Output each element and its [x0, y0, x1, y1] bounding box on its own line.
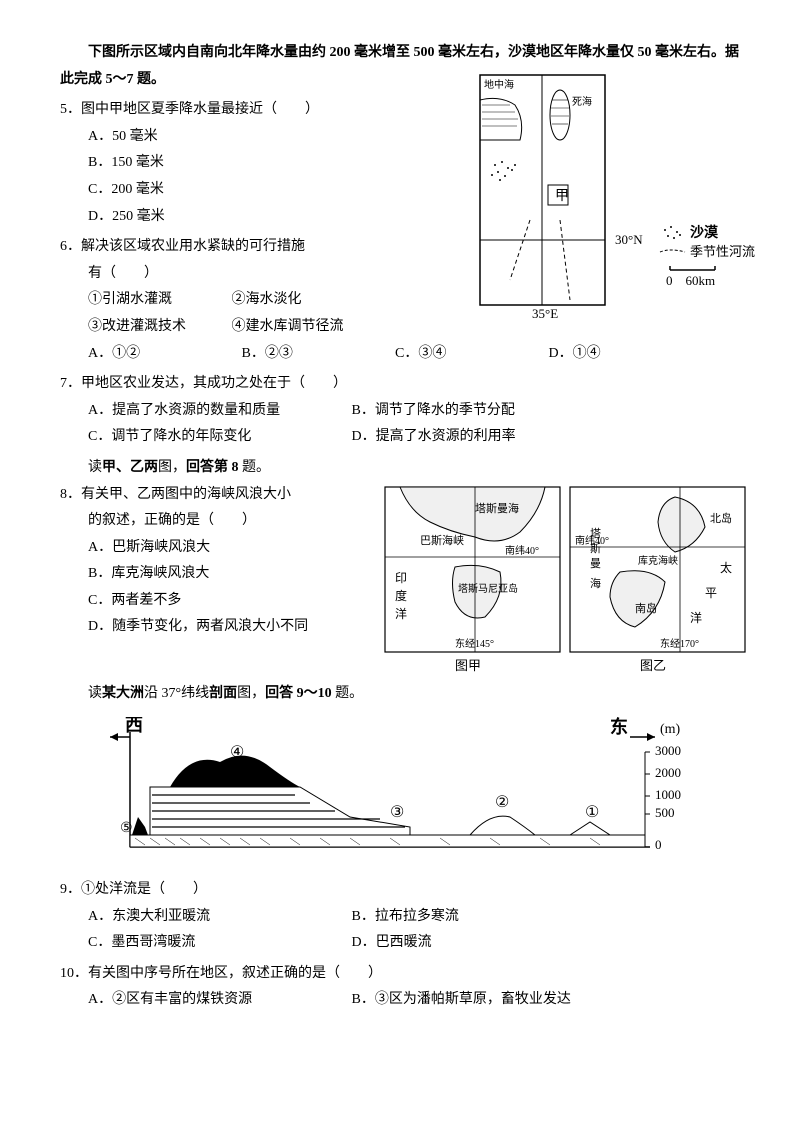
- map2-cook: 库克海峡: [638, 554, 678, 567]
- profile-3: ③: [390, 804, 404, 821]
- profile-4: ④: [230, 744, 244, 761]
- svg-text:500: 500: [655, 805, 675, 820]
- map1-lat: 30°N: [615, 232, 643, 247]
- svg-text:太: 太: [720, 560, 732, 575]
- q6-item1: ①引湖水灌溉: [88, 287, 228, 314]
- svg-text:塔: 塔: [590, 527, 601, 540]
- q7-opt-b[interactable]: B．调节了降水的季节分配: [352, 398, 612, 425]
- profile-unit: (m): [660, 722, 681, 737]
- q6-opt-d[interactable]: D．①④: [549, 341, 699, 368]
- svg-text:洋: 洋: [690, 610, 702, 625]
- map2-lat40a: 南纬40°: [505, 544, 539, 557]
- profile-2: ②: [495, 794, 509, 811]
- q6-opt-c[interactable]: C．③④: [395, 341, 545, 368]
- q7-opt-c[interactable]: C．调节了降水的年际变化: [88, 424, 348, 451]
- q6-opt-b[interactable]: B．②③: [242, 341, 392, 368]
- map1-legend1: 沙漠: [690, 224, 719, 241]
- figure-profile: 西 东 (m) 3000 2000 1000 500 0: [90, 717, 740, 867]
- map2-caption-b: 图乙: [640, 658, 666, 673]
- svg-text:度: 度: [395, 588, 407, 603]
- q9-opt-d[interactable]: D．巴西暖流: [352, 930, 612, 957]
- svg-text:1000: 1000: [655, 787, 681, 802]
- map2-north: 北岛: [710, 511, 732, 525]
- q9-opt-a[interactable]: A．东澳大利亚暖流: [88, 904, 348, 931]
- map2-south: 南岛: [635, 601, 657, 615]
- q10-opt-a[interactable]: A．②区有丰富的煤铁资源: [88, 987, 348, 1014]
- figure-map2: 塔斯曼海 巴斯海峡 南纬40° 塔斯马尼亚岛 印 度 洋 东经145° 图甲 北…: [380, 482, 750, 677]
- svg-text:3000: 3000: [655, 743, 681, 758]
- q6-item3: ③改进灌溉技术: [88, 314, 228, 341]
- svg-text:2000: 2000: [655, 765, 681, 780]
- svg-text:海: 海: [590, 576, 601, 590]
- profile-east: 东: [610, 717, 628, 737]
- map2-lon145: 东经145°: [455, 637, 494, 650]
- intro-q8: 读甲、乙两图，回答第 8 题。: [60, 455, 740, 482]
- section-q8: 塔斯曼海 巴斯海峡 南纬40° 塔斯马尼亚岛 印 度 洋 东经145° 图甲 北…: [60, 482, 740, 677]
- map1-legend2: 季节性河流: [690, 244, 755, 259]
- svg-text:斯: 斯: [590, 542, 601, 555]
- q9-opt-c[interactable]: C．墨西哥湾暖流: [88, 930, 348, 957]
- map1-med: 地中海: [484, 78, 514, 91]
- profile-1: ①: [585, 804, 599, 821]
- question-7: 7．甲地区农业发达，其成功之处在于（ ） A．提高了水资源的数量和质量 B．调节…: [60, 371, 740, 451]
- map2-bass: 巴斯海峡: [420, 533, 464, 547]
- q6-opt-a[interactable]: A．①②: [88, 341, 238, 368]
- section-q5-7: 地中海 死海 甲 30°N: [60, 40, 740, 367]
- map1-jia: 甲: [555, 189, 569, 204]
- q7-opt-a[interactable]: A．提高了水资源的数量和质量: [88, 398, 348, 425]
- profile-west: 西: [125, 717, 143, 735]
- q7-opt-d[interactable]: D．提高了水资源的利用率: [352, 424, 612, 451]
- svg-text:洋: 洋: [395, 606, 407, 621]
- q6-item2: ②海水淡化: [232, 287, 372, 314]
- q6-item4: ④建水库调节径流: [232, 314, 372, 341]
- map2-tasman: 塔斯曼海: [475, 501, 519, 515]
- figure-map1: 地中海 死海 甲 30°N: [470, 70, 770, 320]
- question-10: 10．有关图中序号所在地区，叙述正确的是（ ） A．②区有丰富的煤铁资源 B．③…: [60, 961, 740, 1014]
- profile-5: ⑤: [120, 821, 133, 836]
- map1-lon: 35°E: [532, 306, 558, 320]
- intro-q9-10: 读某大洲沿 37°纬线剖面图，回答 9～10 题。: [60, 681, 740, 708]
- q9-stem: 9．①处洋流是（ ）: [60, 877, 740, 904]
- q10-opt-b[interactable]: B．③区为潘帕斯草原，畜牧业发达: [352, 987, 612, 1014]
- svg-text:曼: 曼: [590, 557, 601, 570]
- q10-stem: 10．有关图中序号所在地区，叙述正确的是（ ）: [60, 961, 740, 988]
- svg-text:0: 0: [655, 837, 662, 852]
- svg-text:平: 平: [705, 586, 717, 600]
- map1-sea2: 死海: [572, 95, 592, 108]
- map2-indian-1: 印: [395, 571, 407, 585]
- map1-scale: 0 60km: [666, 273, 715, 288]
- q7-stem: 7．甲地区农业发达，其成功之处在于（ ）: [60, 371, 740, 398]
- q9-opt-b[interactable]: B．拉布拉多寒流: [352, 904, 612, 931]
- question-9: 9．①处洋流是（ ） A．东澳大利亚暖流 B．拉布拉多寒流 C．墨西哥湾暖流 D…: [60, 877, 740, 957]
- map2-tasmania: 塔斯马尼亚岛: [458, 582, 518, 595]
- map2-caption-a: 图甲: [455, 658, 481, 673]
- map2-lon170: 东经170°: [660, 637, 699, 650]
